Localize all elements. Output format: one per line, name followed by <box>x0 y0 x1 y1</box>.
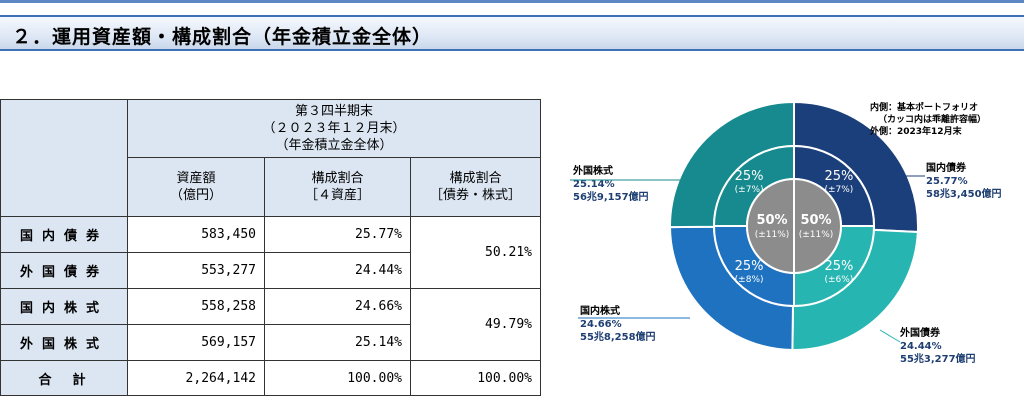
row-label: 国内債券 <box>0 216 128 253</box>
bond-ratio-cell: 50.21% <box>410 216 541 289</box>
label-foreign-equity: 外国株式 25.14% 56兆9,157億円 <box>573 166 649 203</box>
section-title: ２．運用資産額・構成割合（年金積立金全体） <box>12 26 433 48</box>
top-rule <box>0 0 1024 3</box>
total-label: 合 計 <box>0 360 128 396</box>
middle-percent-label: 25% <box>824 259 853 274</box>
corner-cell <box>0 99 128 217</box>
legend-inner-note: （カッコ内は乖離許容幅） <box>878 115 987 125</box>
label-foreign-bond: 外国債券 24.44% 55兆3,277億円 <box>900 328 976 365</box>
legend-inner: 内側：基本ポートフォリオ <box>870 103 979 113</box>
total-row: 合 計 2,264,142 100.00% 100.00% <box>0 360 541 396</box>
table-header-row: 第３四半期末 （２０２３年１２月末） （年金積立金全体） <box>0 99 541 217</box>
legend-outer: 外側：2023年12月末 <box>870 127 962 137</box>
section-header: ２．運用資産額・構成割合（年金積立金全体） <box>0 15 1024 51</box>
equity-ratio-cell: 49.79% <box>410 288 541 361</box>
amount-cell: 583,450 <box>127 216 265 253</box>
table-row: 外国債券 553,277 24.44% <box>0 252 541 289</box>
total-ratio-bond-equity: 100.00% <box>410 360 541 396</box>
total-ratio: 100.00% <box>264 360 411 396</box>
middle-ring <box>712 144 876 308</box>
ratio-cell: 24.44% <box>264 252 411 289</box>
label-domestic-bond: 国内債券 25.77% 58兆3,450億円 <box>926 163 1002 200</box>
row-label: 外国株式 <box>0 324 128 361</box>
middle-range-label: (±7%) <box>824 185 853 195</box>
inner-percent-label: 50% <box>756 213 787 228</box>
middle-range-label: (±8%) <box>735 275 764 285</box>
inner-percent-label: 50% <box>800 213 831 228</box>
chart-legend: 内側：基本ポートフォリオ （カッコ内は乖離許容幅） 外側：2023年12月末 <box>870 102 986 138</box>
col-header-ratio-4assets: 構成割合 ［４資産］ <box>264 157 411 217</box>
middle-percent-label: 25% <box>824 169 853 184</box>
row-label: 外国債券 <box>0 252 128 289</box>
table-row: 国内株式 558,258 24.66% 49.79% <box>0 288 541 361</box>
inner-range-label: (±11%) <box>755 230 790 240</box>
middle-percent-label: 25% <box>735 259 764 274</box>
period-header-text: 第３四半期末 （２０２３年１２月末） （年金積立金全体） <box>262 104 406 153</box>
table-row: 国内債券 583,450 25.77% 50.21% <box>0 216 541 289</box>
inner-ring-segment <box>793 177 842 275</box>
total-amount: 2,264,142 <box>127 360 265 396</box>
inner-ring-segment <box>746 177 795 275</box>
middle-percent-label: 25% <box>735 169 764 184</box>
middle-range-label: (±7%) <box>735 185 764 195</box>
allocation-table: 第３四半期末 （２０２３年１２月末） （年金積立金全体） 資産額 （億円） 構成… <box>0 99 541 396</box>
period-header: 第３四半期末 （２０２３年１２月末） （年金積立金全体） <box>127 99 541 158</box>
row-label: 国内株式 <box>0 288 128 325</box>
inner-ring <box>746 177 842 275</box>
ring-labels: 25%(±7%)25%(±6%)25%(±8%)25%(±7%)50%(±11%… <box>735 169 854 285</box>
ratio-cell: 25.77% <box>264 216 411 253</box>
inner-range-label: (±11%) <box>799 230 834 240</box>
label-domestic-equity: 国内株式 24.66% 55兆8,258億円 <box>580 306 656 343</box>
middle-range-label: (±6%) <box>824 275 853 285</box>
portfolio-donut-chart: 25%(±7%)25%(±6%)25%(±8%)25%(±7%)50%(±11%… <box>668 100 919 352</box>
ratio-cell: 25.14% <box>264 324 411 361</box>
leader-foreign-bond <box>879 329 901 343</box>
col-header-amount: 資産額 （億円） <box>127 157 265 217</box>
amount-cell: 558,258 <box>127 288 265 325</box>
amount-cell: 553,277 <box>127 252 265 289</box>
table-subheader-row: 資産額 （億円） 構成割合 ［４資産］ 構成割合 ［債券・株式］ <box>1 157 541 217</box>
